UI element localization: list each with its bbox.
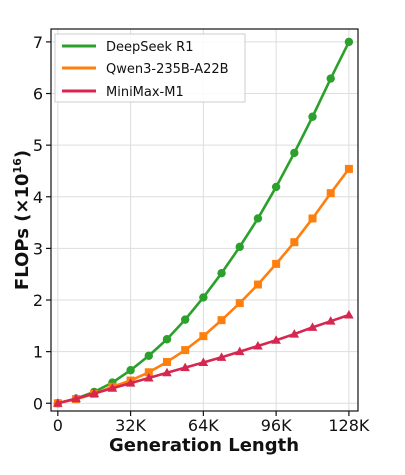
data-point-qwen3-235b-a22b	[144, 368, 153, 377]
data-point-minimax-m1	[180, 362, 190, 372]
y-axis-ticks: 0 1 2 3 4 5 6 7	[33, 33, 51, 413]
x-tick-label: 64K	[188, 416, 219, 435]
data-point-minimax-m1	[289, 329, 300, 338]
data-point-minimax-m1	[307, 322, 318, 331]
data-point-minimax-m1	[325, 316, 336, 325]
data-point-qwen3-235b-a22b	[326, 189, 335, 198]
data-point-minimax-m1	[107, 383, 118, 392]
x-tick-label: 0	[53, 416, 63, 435]
legend-label-deepseek-r1: DeepSeek R1	[106, 40, 193, 55]
data-point-deepseek-r1	[308, 112, 317, 121]
x-axis-label: Generation Length	[109, 435, 299, 456]
data-point-deepseek-r1	[180, 315, 190, 324]
y-tick-label: 5	[33, 136, 43, 155]
legend: DeepSeek R1 Qwen3-235B-A22B MiniMax-M1	[54, 33, 246, 103]
legend-label-minimax-m1: MiniMax-M1	[106, 85, 184, 100]
series-layer	[53, 37, 354, 408]
x-tick-label: 32K	[115, 416, 146, 435]
data-point-minimax-m1	[271, 335, 281, 344]
x-axis-ticks: 0 32K 64K 96K 128K	[53, 411, 370, 435]
data-point-qwen3-235b-a22b	[199, 332, 208, 341]
plot-frame	[50, 28, 359, 412]
data-point-deepseek-r1	[199, 293, 208, 302]
data-point-minimax-m1	[125, 378, 136, 387]
data-point-minimax-m1	[216, 352, 227, 361]
y-tick-label: 7	[33, 33, 43, 52]
y-tick-label: 4	[33, 188, 43, 207]
data-point-minimax-m1	[162, 367, 172, 377]
y-axis-label-exponent: 16	[11, 158, 24, 174]
data-point-deepseek-r1	[162, 335, 172, 344]
data-point-minimax-m1	[234, 346, 245, 356]
data-point-deepseek-r1	[253, 214, 263, 223]
data-point-deepseek-r1	[217, 268, 226, 278]
data-point-minimax-m1	[53, 398, 63, 407]
y-tick-label: 6	[33, 85, 43, 104]
y-tick-label: 3	[33, 239, 43, 258]
y-tick-label: 0	[33, 394, 43, 413]
data-point-minimax-m1	[71, 393, 81, 403]
x-tick-label: 128K	[328, 416, 370, 435]
data-point-deepseek-r1	[144, 351, 153, 360]
data-point-qwen3-235b-a22b	[308, 214, 317, 223]
x-tick-label: 96K	[261, 416, 292, 435]
y-axis-label-main: FLOPs (×10	[12, 173, 33, 290]
data-point-qwen3-235b-a22b	[162, 357, 171, 366]
data-point-minimax-m1	[198, 357, 209, 366]
data-point-deepseek-r1	[344, 37, 354, 47]
data-point-qwen3-235b-a22b	[253, 280, 262, 289]
legend-label-qwen3-235b-a22b: Qwen3-235B-A22B	[106, 62, 229, 77]
y-tick-label: 2	[33, 291, 43, 310]
y-axis-label-close: )	[12, 150, 33, 158]
series-minimax-m1	[53, 309, 354, 407]
data-point-deepseek-r1	[326, 74, 335, 83]
data-point-minimax-m1	[89, 388, 100, 397]
data-point-qwen3-235b-a22b	[344, 164, 353, 173]
y-axis-label: FLOPs (×1016)	[11, 150, 33, 290]
data-point-minimax-m1	[253, 340, 263, 350]
data-point-minimax-m1	[143, 372, 154, 382]
data-point-deepseek-r1	[126, 366, 135, 375]
y-tick-label: 1	[33, 343, 43, 362]
data-point-qwen3-235b-a22b	[217, 316, 226, 325]
data-point-minimax-m1	[344, 309, 354, 319]
data-point-deepseek-r1	[271, 182, 281, 192]
data-point-qwen3-235b-a22b	[272, 259, 281, 268]
data-point-deepseek-r1	[235, 242, 244, 252]
data-point-qwen3-235b-a22b	[290, 238, 299, 247]
data-point-qwen3-235b-a22b	[181, 346, 190, 355]
data-point-deepseek-r1	[290, 148, 299, 158]
data-point-qwen3-235b-a22b	[235, 299, 244, 308]
